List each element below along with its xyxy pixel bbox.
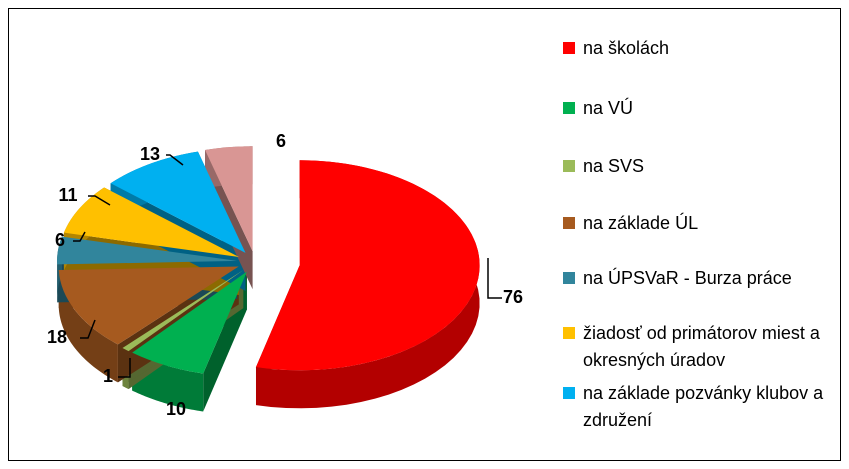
legend-swatch: [563, 102, 575, 114]
slice: [122, 270, 244, 352]
legend-item: na ÚPSVaR - Burza práce: [563, 265, 833, 292]
slice: [110, 151, 246, 253]
data-label: 11: [58, 185, 77, 205]
legend-swatch: [563, 42, 575, 54]
leader-line: [88, 195, 111, 206]
leader-line: [80, 319, 96, 339]
legend-item: na školách: [563, 35, 833, 62]
data-label: 13: [140, 144, 160, 164]
legend-label: na VÚ: [583, 98, 634, 118]
legend-item: na VÚ: [563, 95, 833, 122]
legend-label: na základe ÚL: [583, 213, 699, 233]
legend-swatch: [563, 272, 575, 284]
legend-swatch: [563, 160, 575, 172]
frame: [8, 8, 841, 461]
slice: [255, 160, 480, 371]
data-label: 6: [55, 230, 65, 250]
slice: [205, 146, 253, 252]
slice-side: [58, 270, 118, 383]
leader-line: [73, 231, 86, 242]
data-label: 6: [276, 131, 286, 151]
legend-swatch: [563, 387, 575, 399]
slice: [58, 266, 239, 345]
legend-label: na SVS: [583, 156, 645, 176]
legend-swatch: [563, 217, 575, 229]
leader-line: [166, 154, 184, 166]
legend-item: na základe pozvánky klubov a združení: [563, 380, 833, 434]
slice: [63, 187, 240, 258]
legend-swatch: [563, 327, 575, 339]
legend-label: na základe pozvánky klubov a združení: [583, 383, 824, 430]
leader-line: [118, 358, 131, 378]
data-label: 10: [166, 399, 186, 419]
leader-line: [487, 258, 502, 299]
slice: [57, 236, 238, 265]
data-label: 1: [103, 366, 113, 386]
legend-item: na SVS: [563, 153, 833, 180]
legend-label: na ÚPSVaR - Burza práce: [583, 268, 792, 288]
slice: [132, 271, 247, 374]
legend-label: žiadosť od primátorov miest a okresných …: [583, 323, 820, 370]
data-label: 76: [503, 287, 523, 307]
legend-label: na školách: [583, 38, 670, 58]
legend-item: žiadosť od primátorov miest a okresných …: [563, 320, 833, 374]
legend-item: na základe ÚL: [563, 210, 833, 237]
data-label: 18: [47, 327, 67, 347]
